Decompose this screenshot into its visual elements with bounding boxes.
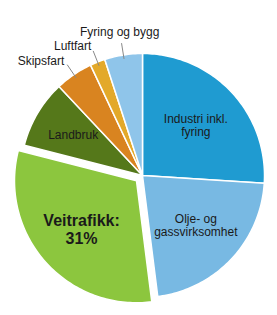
- svg-text:Luftfart: Luftfart: [54, 39, 92, 53]
- svg-text:Veitrafikk:31%: Veitrafikk:31%: [43, 212, 119, 247]
- svg-text:Industri inkl.fyring: Industri inkl.fyring: [164, 112, 228, 139]
- svg-text:Landbruk: Landbruk: [48, 128, 99, 142]
- svg-text:Olje- oggassvirksomhet: Olje- oggassvirksomhet: [154, 212, 238, 239]
- svg-text:Skipsfart: Skipsfart: [18, 54, 65, 68]
- svg-text:Fyring og bygg: Fyring og bygg: [80, 25, 159, 39]
